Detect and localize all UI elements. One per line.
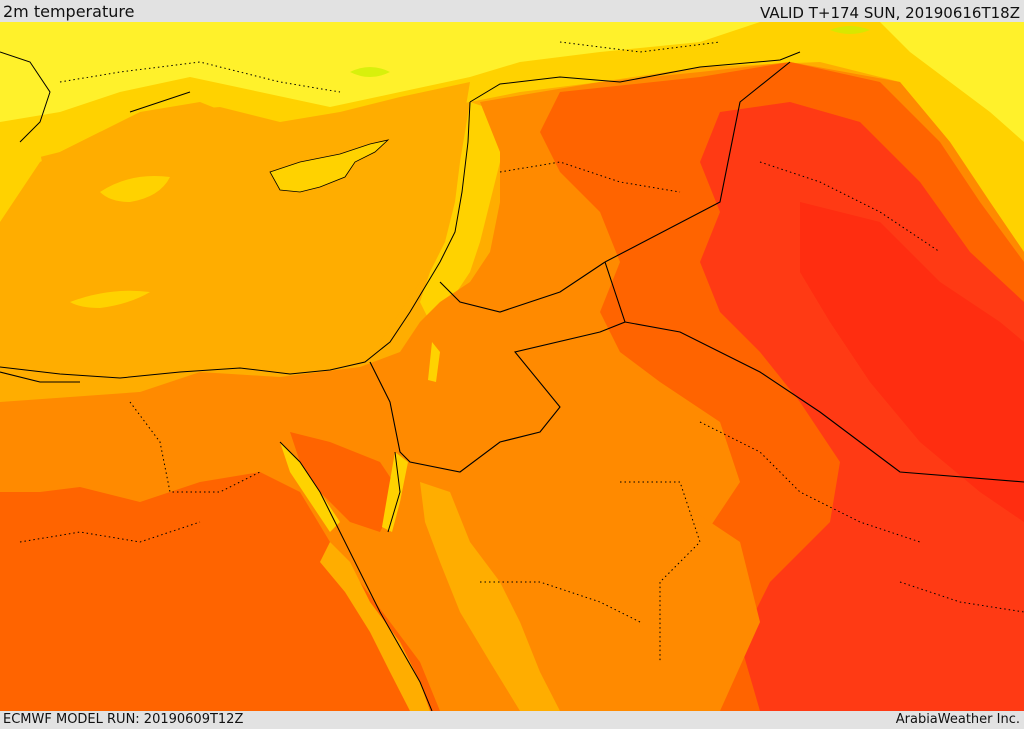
credit: ArabiaWeather Inc. xyxy=(895,712,1020,727)
cyprus xyxy=(269,139,390,193)
valid-time: VALID T+174 SUN, 20190616T18Z xyxy=(760,4,1020,22)
coastlines xyxy=(0,51,801,711)
zone-red-iraq xyxy=(700,102,1024,711)
sea-blob-2 xyxy=(70,290,150,308)
zone-red-core xyxy=(800,202,1024,522)
zone-yellow-hejaz xyxy=(420,482,560,711)
zone-lightyellow-ne xyxy=(880,22,1024,142)
zone-darkorange-egypt xyxy=(0,472,440,711)
sea-gulf-suez xyxy=(280,442,340,532)
product-title: 2m temperature xyxy=(3,2,135,21)
zone-green-hint-1 xyxy=(350,67,390,77)
temperature-map[interactable] xyxy=(0,22,1024,711)
dead-sea-yellow xyxy=(428,342,440,382)
model-run: ECMWF MODEL RUN: 20190609T12Z xyxy=(3,712,244,727)
sea-red-sea xyxy=(320,542,430,711)
zone-yellow-levant xyxy=(420,102,500,322)
province-borders xyxy=(19,41,1024,662)
title-bar: 2m temperature VALID T+174 SUN, 20190616… xyxy=(0,0,1024,22)
zone-green-hint-2 xyxy=(830,26,870,34)
zone-darkorange-sinai xyxy=(290,432,400,532)
zone-orange-egypt-west xyxy=(0,392,290,492)
country-borders xyxy=(0,61,1024,483)
footer-bar: ECMWF MODEL RUN: 20190609T12Z ArabiaWeat… xyxy=(0,711,1024,729)
sea-gulf-aqaba xyxy=(382,452,408,532)
sea-blob-1 xyxy=(100,176,170,202)
